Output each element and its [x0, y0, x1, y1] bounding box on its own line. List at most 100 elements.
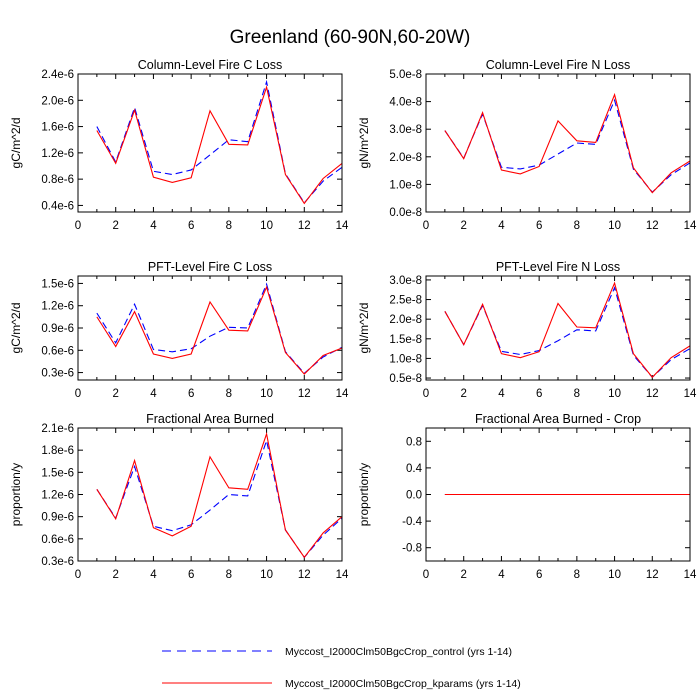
x-tick-label: 4: [498, 388, 505, 400]
y-tick-label: 2.1e-6: [41, 423, 74, 435]
y-tick-label: 4.0e-8: [389, 97, 422, 109]
y-tick-label: 2.0e-6: [41, 95, 74, 107]
y-tick-label: 0.9e-6: [41, 323, 74, 335]
chart-title: PFT-Level Fire C Loss: [148, 260, 272, 274]
page-title: Greenland (60-90N,60-20W): [230, 27, 471, 48]
y-axis-label: proportion/y: [357, 463, 371, 526]
y-tick-label: 2.0e-8: [389, 314, 422, 326]
x-tick-label: 14: [684, 220, 697, 232]
x-tick-label: 2: [461, 569, 467, 581]
x-tick-label: 4: [150, 388, 157, 400]
x-tick-label: 4: [150, 220, 157, 232]
x-tick-label: 6: [188, 220, 194, 232]
x-tick-label: 14: [684, 569, 697, 581]
x-tick-label: 6: [188, 388, 194, 400]
y-tick-label: 0.4: [406, 463, 423, 475]
x-tick-label: 2: [113, 220, 119, 232]
chart-title: PFT-Level Fire N Loss: [496, 260, 620, 274]
series-group: [444, 92, 690, 194]
y-tick-label: 0.3e-6: [41, 368, 74, 380]
x-tick-label: 10: [608, 388, 621, 400]
x-tick-label: 12: [646, 388, 659, 400]
x-tick-label: 0: [75, 220, 81, 232]
series-line-control: [96, 438, 342, 559]
y-tick-label: 0.6e-6: [41, 345, 74, 357]
y-tick-label: 1.0e-8: [389, 353, 422, 365]
x-tick-label: 0: [75, 569, 81, 581]
y-tick-label: 1.5e-6: [41, 278, 74, 290]
plot-frame: [425, 73, 691, 213]
y-tick-label: 0.5e-8: [389, 373, 422, 385]
x-tick-label: 2: [113, 569, 119, 581]
series-line-control: [444, 286, 690, 379]
chart-title: Fractional Area Burned - Crop: [475, 412, 641, 426]
y-axis-label: gN/m^2/d: [357, 118, 371, 169]
chart-panel: PFT-Level Fire C Loss gC/m^2/d 0 2 4 6 8 10 12 14…: [9, 260, 349, 400]
plot-frame: [425, 427, 691, 562]
chart-panel: Fractional Area Burned proportion/y 0 2 4 6 8 1…: [9, 412, 349, 581]
series-line-kparams: [444, 92, 690, 194]
y-axis-label: gC/m^2/d: [9, 303, 23, 354]
y-axis-label: gN/m^2/d: [357, 303, 371, 354]
legend-label-control: Myccost_I2000Clm50BgcCrop_control (yrs 1…: [285, 646, 512, 658]
y-tick-label: 3.0e-8: [389, 124, 422, 136]
x-tick-label: 6: [188, 569, 194, 581]
y-tick-label: -0.4: [402, 516, 422, 528]
x-tick-label: 8: [574, 220, 580, 232]
x-tick-label: 10: [608, 220, 621, 232]
y-tick-label: 1.2e-6: [41, 148, 74, 160]
x-tick-label: 14: [336, 388, 349, 400]
y-tick-label: 3.0e-8: [389, 275, 422, 287]
y-tick-label: 2.5e-8: [389, 295, 422, 307]
x-tick-label: 8: [574, 388, 580, 400]
legend-label-kparams: Myccost_I2000Clm50BgcCrop_kparams (yrs 1…: [285, 678, 521, 690]
x-tick-label: 4: [150, 569, 157, 581]
series-group: [96, 431, 342, 559]
x-tick-label: 10: [260, 220, 273, 232]
y-axis-label: proportion/y: [9, 463, 23, 526]
x-tick-label: 2: [461, 388, 467, 400]
y-tick-label: 1.2e-6: [41, 301, 74, 313]
x-tick-label: 2: [461, 220, 467, 232]
x-tick-label: 12: [646, 220, 659, 232]
y-tick-label: 0.8: [406, 436, 422, 448]
series-line-kparams: [444, 281, 690, 379]
x-tick-label: 10: [260, 388, 273, 400]
y-tick-label: 2.0e-8: [389, 152, 422, 164]
x-tick-label: 14: [336, 569, 349, 581]
chart-panel: PFT-Level Fire N Loss gN/m^2/d 0 2 4 6 8 10 12 14…: [357, 260, 697, 400]
y-tick-label: 0.3e-6: [41, 556, 74, 568]
legend: Myccost_I2000Clm50BgcCrop_control (yrs 1…: [162, 646, 521, 690]
x-tick-label: 12: [298, 388, 311, 400]
x-tick-label: 0: [423, 220, 429, 232]
plot-frame: [425, 275, 691, 381]
series-line-kparams: [96, 431, 342, 559]
y-tick-label: 1.2e-6: [41, 490, 74, 502]
y-tick-label: 0.4e-6: [41, 200, 74, 212]
series-line-kparams: [96, 85, 342, 205]
x-tick-label: 0: [75, 388, 81, 400]
x-tick-label: 8: [226, 569, 232, 581]
y-tick-label: 1.5e-6: [41, 467, 74, 479]
y-tick-label: 0.0: [406, 490, 422, 502]
y-tick-label: 5.0e-8: [389, 69, 422, 81]
y-tick-label: -0.8: [402, 543, 422, 555]
x-tick-label: 0: [423, 569, 429, 581]
y-tick-label: 2.4e-6: [41, 69, 74, 81]
y-tick-label: 0.6e-6: [41, 534, 74, 546]
x-tick-label: 14: [336, 220, 349, 232]
y-tick-label: 0.8e-6: [41, 174, 74, 186]
chart-panel: Fractional Area Burned - Crop proportion/…: [357, 412, 697, 581]
chart-panel: Column-Level Fire C Loss gC/m^2/d 0 2 4 6 8 10 1…: [9, 58, 349, 232]
x-tick-label: 8: [574, 569, 580, 581]
x-tick-label: 12: [298, 569, 311, 581]
series-line-control: [96, 79, 342, 204]
x-tick-label: 6: [536, 388, 542, 400]
y-tick-label: 1.6e-6: [41, 122, 74, 134]
y-axis-label: gC/m^2/d: [9, 118, 23, 169]
x-tick-label: 6: [536, 220, 542, 232]
x-tick-label: 8: [226, 388, 232, 400]
x-tick-label: 2: [113, 388, 119, 400]
plot-frame: [77, 275, 343, 381]
y-tick-label: 1.8e-6: [41, 445, 74, 457]
